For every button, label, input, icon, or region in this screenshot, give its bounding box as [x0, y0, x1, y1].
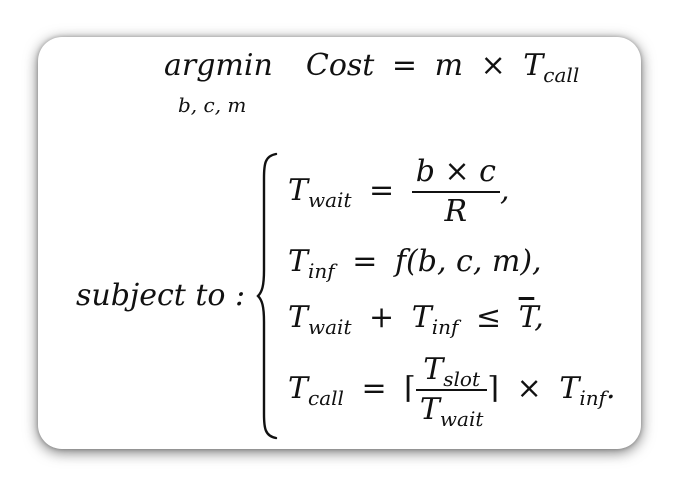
constraint-wait-time: Twait = b × c R , — [288, 157, 510, 227]
c2-t-symbol: T — [288, 244, 309, 279]
subject-to-label: subject to : — [76, 278, 246, 313]
argmin-operator: argmin — [164, 48, 273, 83]
c3-t-inf-symbol: T — [411, 300, 432, 335]
c1-fraction-bar — [411, 191, 500, 193]
c3-leq: ≤ — [475, 300, 502, 335]
c4-equals: = — [361, 371, 387, 406]
c1-numerator: b × c — [415, 154, 496, 189]
m-symbol: m — [434, 48, 464, 83]
c1-t-symbol: T — [288, 173, 309, 208]
c4-denominator: Twait — [416, 392, 488, 430]
c3-inf-subscript: inf — [431, 315, 459, 339]
c4-inf-subscript: inf — [579, 386, 607, 410]
c3-t-wait-symbol: T — [288, 300, 309, 335]
c4-t-symbol: T — [288, 371, 309, 406]
times-sign: × — [480, 48, 506, 83]
c3-plus: + — [369, 300, 395, 335]
c4-period: . — [606, 371, 616, 406]
constraint-latency-bound: Twait + Tinf ≤ T, — [288, 300, 544, 338]
c4-num-t: T — [423, 352, 444, 387]
c1-equals: = — [369, 173, 395, 208]
objective-line: argmin Cost = m × Tcall — [164, 48, 579, 86]
t-call-subscript: call — [543, 63, 580, 87]
c4-den-t: T — [419, 392, 440, 427]
equals-sign: = — [391, 48, 418, 83]
formula-card: argmin Cost = m × Tcall b, c, m subject … — [38, 37, 641, 449]
c4-times: × — [516, 371, 542, 406]
argmin-variables: b, c, m — [178, 93, 247, 117]
c4-numerator: Tslot — [416, 352, 488, 390]
c4-left-ceil: ⌈ — [404, 371, 416, 406]
c3-t-bar-symbol: T — [518, 300, 535, 335]
c3-wait-subscript: wait — [308, 315, 352, 339]
left-brace-icon — [256, 152, 278, 440]
cost-symbol: Cost — [305, 48, 375, 83]
c4-right-ceil: ⌉ — [487, 371, 500, 406]
c1-denominator: R — [444, 194, 468, 229]
t-symbol: T — [523, 48, 544, 83]
c2-subscript: inf — [308, 259, 335, 283]
c4-subscript: call — [308, 386, 344, 410]
c2-function: f(b, c, m) — [394, 244, 533, 279]
c2-comma: , — [532, 244, 542, 279]
c4-t-inf-symbol: T — [559, 371, 580, 406]
constraint-call-time: Tcall = ⌈ Tslot Twait ⌉ × Tinf. — [288, 352, 616, 430]
c4-fraction: Tslot Twait — [415, 352, 488, 430]
c4-fraction-bar — [415, 389, 488, 391]
c4-den-subscript: wait — [439, 407, 484, 431]
c4-num-subscript: slot — [443, 367, 481, 391]
constraint-inference-time: Tinf = f(b, c, m), — [288, 244, 542, 282]
c1-comma: , — [499, 173, 510, 208]
c1-fraction: b × c R — [411, 154, 500, 229]
c1-subscript: wait — [308, 188, 352, 212]
c2-equals: = — [352, 244, 378, 279]
c3-comma: , — [534, 300, 544, 335]
